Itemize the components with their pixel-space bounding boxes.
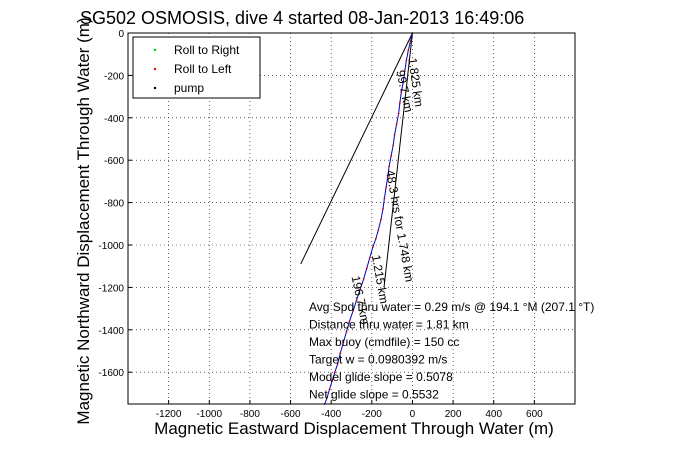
track-point: [385, 186, 387, 189]
reference-line: [383, 32, 413, 288]
track-point: [333, 371, 336, 374]
stats-annotation: Distance thru water = 1.81 km: [309, 318, 469, 332]
track-point: [407, 49, 410, 51]
track-point: [362, 278, 365, 280]
x-tick-label: -200: [362, 409, 382, 420]
track-point: [386, 176, 389, 179]
y-tick-label: -1200: [98, 283, 124, 294]
track-point: [336, 362, 339, 365]
legend-marker: [153, 48, 157, 52]
stats-annotation: Avg Spd thru water = 0.29 m/s @ 194.1 °M…: [309, 300, 594, 314]
track-point: [388, 165, 390, 168]
track-point: [365, 267, 368, 270]
track-point: [339, 352, 342, 355]
y-tick-label: -1400: [98, 326, 124, 337]
legend-marker: [153, 67, 157, 71]
reference-line: [300, 32, 413, 265]
y-tick-label: -600: [104, 156, 124, 167]
track-point: [392, 144, 395, 147]
y-tick-label: -200: [104, 71, 124, 82]
stats-annotation: Target w = 0.0980392 m/s: [309, 353, 447, 367]
track-point: [359, 288, 361, 291]
track-point: [398, 102, 401, 104]
track-point: [382, 208, 384, 210]
x-axis-label: Magnetic Eastward Displacement Through W…: [154, 419, 554, 438]
x-tick-label: 200: [445, 409, 462, 420]
x-tick-label: -800: [240, 409, 260, 420]
track-point: [402, 80, 405, 83]
track-point: [403, 70, 406, 73]
chart-title: SG502 OSMOSIS, dive 4 started 08-Jan-201…: [80, 8, 524, 28]
track-point: [328, 388, 331, 391]
track-point: [377, 229, 380, 232]
y-tick-label: -400: [104, 114, 124, 125]
track-point: [342, 341, 345, 344]
track-point: [331, 379, 334, 382]
track-label: 1.825 km: [405, 57, 426, 108]
ticks: -1200 -1000 -800 -600 -400 -200 0 200 400 600 0 -20…: [98, 29, 543, 420]
track-point: [409, 40, 412, 43]
x-tick-label: -400: [321, 409, 341, 420]
axes-box: [127, 32, 576, 405]
track-point: [352, 309, 355, 312]
track-point: [393, 133, 396, 136]
track-point: [383, 197, 386, 200]
track-point: [397, 112, 400, 115]
track-point: [405, 59, 408, 62]
x-tick-label: -600: [281, 409, 301, 420]
x-tick-label: 400: [485, 409, 502, 420]
track-point: [345, 331, 348, 333]
legend: Roll to Right Roll to Left pump: [132, 36, 261, 99]
track-point: [348, 320, 351, 323]
track-point: [371, 246, 374, 249]
track-point: [326, 396, 329, 399]
stats-annotation: Max buoy (cmdfile) = 150 cc: [309, 335, 459, 349]
y-tick-label: 0: [118, 29, 124, 40]
x-tick-label: -1000: [196, 409, 222, 420]
track-line: [324, 32, 413, 405]
stats-annotation: Model glide slope = 0.5078: [309, 370, 453, 384]
track-point: [400, 91, 403, 94]
y-tick-label: -1600: [98, 368, 124, 379]
stats-annotation: Net glide slope = 0.5532: [309, 388, 439, 402]
track-point: [368, 256, 371, 259]
track-point: [355, 299, 358, 302]
track-point: [390, 155, 393, 157]
track-point: [374, 237, 377, 240]
x-tick-label: 0: [410, 409, 416, 420]
annotations: Avg Spd thru water = 0.29 m/s @ 194.1 °M…: [309, 300, 594, 402]
legend-label: Roll to Left: [174, 62, 232, 76]
x-tick-label: 600: [526, 409, 543, 420]
track-point: [380, 218, 382, 221]
y-axis-label: Magnetic Northward Displacement Through …: [74, 17, 93, 424]
y-tick-label: -800: [104, 199, 124, 210]
legend-marker: [153, 86, 157, 90]
x-tick-label: -1200: [156, 409, 182, 420]
y-tick-label: -1000: [98, 241, 124, 252]
legend-label: pump: [174, 81, 204, 95]
legend-label: Roll to Right: [174, 43, 240, 57]
track-point: [395, 123, 398, 126]
